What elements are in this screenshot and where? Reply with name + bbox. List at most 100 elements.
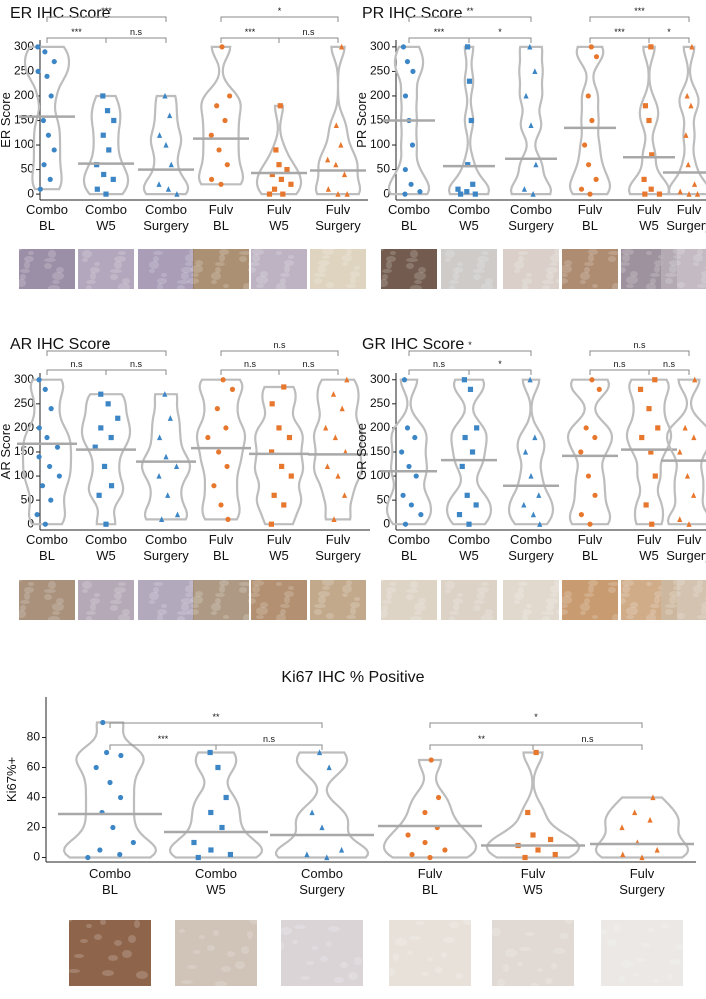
- ihc-texture: [473, 600, 485, 604]
- ihc-texture: [52, 272, 64, 280]
- ihc-texture: [418, 267, 426, 273]
- ihc-texture: [441, 952, 447, 958]
- ihc-texture: [86, 616, 92, 622]
- ihc-texture: [241, 946, 249, 954]
- x-tick-label: Combo Surgery: [143, 202, 189, 233]
- data-point: [331, 516, 337, 523]
- significance-label: n.s: [663, 359, 676, 369]
- violin: [509, 45, 553, 196]
- ihc-texture: [457, 593, 463, 597]
- ihc-texture: [235, 961, 245, 969]
- data-point: [455, 186, 461, 192]
- ihc-texture: [249, 916, 261, 924]
- ihc-texture: [650, 278, 656, 284]
- ihc-image: [251, 580, 307, 620]
- ihc-texture: [693, 254, 703, 262]
- ihc-texture: [667, 974, 673, 980]
- ihc-texture: [110, 269, 122, 273]
- significance-bracket: [109, 744, 217, 750]
- ihc-texture: [485, 278, 493, 284]
- ihc-texture: [518, 582, 528, 586]
- ihc-texture: [531, 983, 539, 987]
- x-tick-label: Fulv W5: [267, 202, 292, 233]
- ihc-texture: [618, 593, 630, 597]
- ihc-texture: [342, 593, 348, 597]
- data-point: [412, 434, 418, 441]
- data-point: [101, 171, 107, 178]
- data-point: [101, 463, 108, 470]
- significance-label: n.s: [302, 359, 315, 369]
- ihc-texture: [522, 283, 528, 291]
- ihc-texture: [584, 267, 590, 273]
- ihc-texture: [669, 591, 681, 597]
- data-point: [333, 161, 339, 168]
- data-point: [585, 93, 591, 99]
- violin: [385, 378, 433, 526]
- y-axis-label: AR Score: [0, 424, 13, 480]
- ihc-texture: [618, 598, 626, 604]
- x-tick-label: Combo W5: [85, 202, 127, 233]
- ihc-texture: [16, 279, 26, 287]
- ihc-texture: [386, 587, 396, 593]
- x-tick-label-line: Fulv: [418, 866, 443, 881]
- ihc-texture: [550, 262, 558, 266]
- data-point: [677, 516, 683, 523]
- ihc-texture: [622, 249, 634, 255]
- ihc-texture: [580, 611, 586, 615]
- x-tick-label-line: W5: [269, 218, 289, 233]
- ihc-texture: [386, 256, 396, 262]
- ihc-texture: [211, 603, 221, 611]
- ihc-texture: [340, 962, 348, 968]
- significance-label: n.s: [581, 734, 594, 744]
- significance-label: *: [498, 27, 502, 37]
- ihc-texture: [157, 614, 163, 622]
- data-point: [40, 117, 47, 124]
- significance-bracket: [220, 37, 280, 43]
- ihc-texture: [221, 966, 231, 972]
- ihc-texture: [693, 593, 699, 597]
- ihc-texture: [195, 591, 203, 597]
- ihc-texture: [211, 272, 221, 280]
- significance-label: n.s: [244, 359, 257, 369]
- ihc-texture: [102, 970, 114, 976]
- data-point: [271, 492, 277, 498]
- data-point: [465, 44, 471, 50]
- data-point: [409, 851, 415, 858]
- x-tick-label-line: Surgery: [315, 218, 361, 233]
- ihc-texture: [161, 604, 167, 608]
- x-tick-label-line: W5: [96, 218, 116, 233]
- data-point: [532, 68, 538, 75]
- data-point: [110, 176, 116, 182]
- ihc-texture: [551, 963, 557, 969]
- significance-bracket: [408, 37, 470, 43]
- data-point: [223, 794, 229, 801]
- ihc-texture: [677, 613, 685, 619]
- ihc-texture: [110, 600, 122, 604]
- ihc-texture: [191, 604, 199, 608]
- data-point: [652, 377, 658, 383]
- data-point: [537, 521, 543, 527]
- ihc-texture: [393, 953, 399, 961]
- data-point: [427, 854, 433, 861]
- ihc-texture: [522, 614, 528, 622]
- x-tick-label-line: BL: [401, 548, 417, 563]
- ihc-texture: [665, 273, 677, 277]
- ihc-texture: [191, 596, 203, 604]
- significance-bracket: [589, 350, 690, 356]
- ihc-texture: [157, 283, 163, 291]
- ihc-texture: [48, 250, 56, 258]
- ihc-texture: [177, 616, 185, 622]
- ihc-texture: [314, 604, 326, 608]
- x-tick-label-line: BL: [582, 548, 598, 563]
- ihc-texture: [82, 581, 92, 589]
- ihc-texture: [114, 940, 122, 946]
- ihc-texture: [410, 581, 418, 589]
- ihc-texture: [473, 274, 481, 280]
- data-point: [56, 473, 62, 479]
- ihc-texture: [322, 255, 330, 259]
- ihc-texture: [90, 272, 96, 280]
- violin: [566, 378, 614, 526]
